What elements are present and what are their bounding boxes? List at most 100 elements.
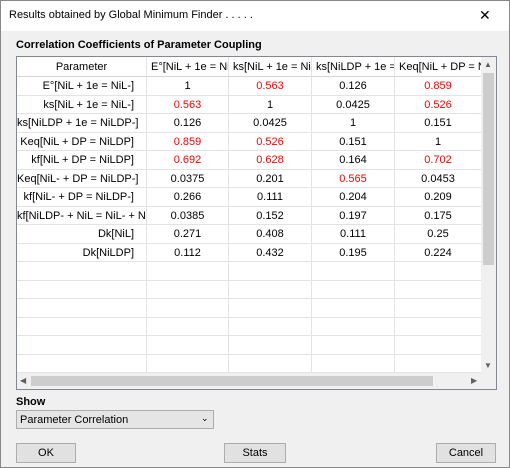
empty-cell [229,317,312,336]
row-label: kf[NiL- + DP = NiLDP-] [17,188,147,207]
value-cell: 0.859 [147,132,229,151]
value-cell: 0.692 [147,151,229,170]
empty-cell [395,262,481,281]
stats-button[interactable]: Stats [224,443,286,463]
empty-cell [395,355,481,373]
empty-cell [312,262,395,281]
row-label: ks[NiLDP + 1e = NiLDP-] [17,114,147,133]
empty-cell [229,299,312,318]
value-cell: 0.126 [147,114,229,133]
value-cell: 1 [312,114,395,133]
value-cell: 0.266 [147,188,229,207]
value-cell: 0.702 [395,151,481,170]
row-label: Dk[NiL] [17,225,147,244]
value-cell: 0.0425 [229,114,312,133]
value-cell: 0.126 [312,77,395,96]
empty-cell [312,280,395,299]
value-cell: 1 [147,77,229,96]
empty-cell [17,262,147,281]
empty-cell [17,336,147,355]
window-title: Results obtained by Global Minimum Finde… [9,9,253,21]
vertical-scrollbar[interactable]: ▲ ▼ [481,57,496,373]
empty-cell [395,318,481,336]
value-cell: 1 [229,95,312,114]
value-cell: 0.271 [147,225,229,244]
value-cell: 0.151 [312,132,395,151]
close-button[interactable]: ✕ [479,7,491,23]
empty-cell [229,280,312,299]
empty-cell [229,354,312,373]
cancel-button[interactable]: Cancel [436,443,496,463]
empty-cell [229,336,312,355]
show-dropdown[interactable]: Parameter Correlation ⌄ [16,410,214,429]
value-cell: 0.563 [229,77,312,96]
value-cell: 0.0375 [147,169,229,188]
column-header: E°[NiL + 1e = NiL-] [147,57,229,77]
empty-cell [395,336,481,355]
column-header: Parameter [17,57,147,77]
empty-cell [147,262,229,281]
value-cell: 0.408 [229,225,312,244]
value-cell: 0.152 [229,206,312,225]
empty-cell [229,262,312,281]
value-cell: 0.111 [229,188,312,207]
empty-cell [147,336,229,355]
column-header: Keq[NiL + DP = NiLDP] [395,57,481,77]
column-header: ks[NiLDP + 1e = NiLDP-] [312,57,395,77]
value-cell: 0.175 [395,207,481,225]
group-title: Correlation Coefficients of Parameter Co… [16,39,262,51]
row-label: Keq[NiL- + DP = NiLDP-] [17,169,147,188]
empty-cell [312,317,395,336]
value-cell: 0.859 [395,77,481,96]
dropdown-value: Parameter Correlation [20,414,129,426]
show-label: Show [16,396,46,408]
empty-cell [147,280,229,299]
row-label: kf[NiLDP- + NiL = NiL- + NiLDP] [17,206,147,225]
row-label: Keq[NiL + DP = NiLDP] [17,132,147,151]
value-cell: 0.526 [229,132,312,151]
empty-cell [17,280,147,299]
value-cell: 0.0453 [395,170,481,188]
value-cell: 0.195 [312,243,395,262]
value-cell: 0.201 [229,169,312,188]
value-cell: 0.0385 [147,206,229,225]
empty-cell [312,299,395,318]
value-cell: 0.112 [147,243,229,262]
value-cell: 0.197 [312,206,395,225]
value-cell: 0.565 [312,169,395,188]
value-cell: 0.204 [312,188,395,207]
empty-cell [395,281,481,299]
value-cell: 0.563 [147,95,229,114]
value-cell: 0.224 [395,244,481,262]
value-cell: 0.25 [395,225,481,244]
empty-cell [312,336,395,355]
title-bar: Results obtained by Global Minimum Finde… [1,1,509,31]
empty-cell [17,299,147,318]
value-cell: 0.628 [229,151,312,170]
value-cell: 0.111 [312,225,395,244]
empty-cell [17,354,147,373]
row-label: kf[NiL + DP = NiLDP] [17,151,147,170]
empty-cell [17,317,147,336]
value-cell: 1 [395,133,481,151]
value-cell: 0.526 [395,96,481,114]
column-header: ks[NiL + 1e = NiL-] [229,57,312,77]
empty-cell [147,299,229,318]
value-cell: 0.209 [395,188,481,207]
empty-cell [312,354,395,373]
row-label: Dk[NiLDP] [17,243,147,262]
value-cell: 0.432 [229,243,312,262]
empty-cell [395,299,481,318]
value-cell: 0.164 [312,151,395,170]
empty-cell [147,354,229,373]
row-label: ks[NiL + 1e = NiL-] [17,95,147,114]
value-cell: 0.0425 [312,95,395,114]
empty-cell [147,317,229,336]
value-cell: 0.151 [395,114,481,133]
horizontal-scrollbar[interactable]: ◀ ▶ [17,373,481,389]
row-label: E°[NiL + 1e = NiL-] [17,77,147,96]
ok-button[interactable]: OK [16,443,76,463]
